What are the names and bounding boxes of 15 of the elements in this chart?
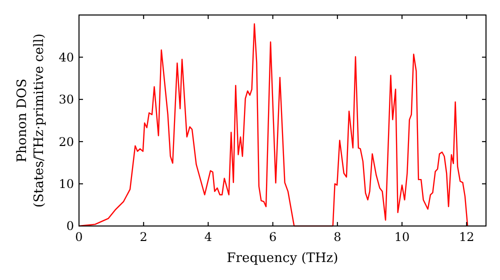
y-tick-label: 40 xyxy=(58,50,74,64)
x-tick-label: 2 xyxy=(140,230,148,244)
x-tick-label: 12 xyxy=(458,230,474,244)
y-tick-label: 30 xyxy=(58,92,74,107)
x-tick-label: 6 xyxy=(268,230,277,244)
y-axis-title: Phonon DOS (States/THz·primitive cell) xyxy=(15,33,47,208)
y-tick-label: 10 xyxy=(58,177,74,191)
y-tick-label: 20 xyxy=(58,134,74,149)
x-tick-label: 8 xyxy=(334,230,342,244)
x-tick-label: 0 xyxy=(75,230,83,244)
x-tick-label: 4 xyxy=(204,230,212,244)
x-axis-title: Frequency (THz) xyxy=(226,251,338,266)
line-series xyxy=(78,23,468,227)
x-tick-label: 10 xyxy=(394,230,410,244)
y-tick-label: 0 xyxy=(66,219,74,234)
